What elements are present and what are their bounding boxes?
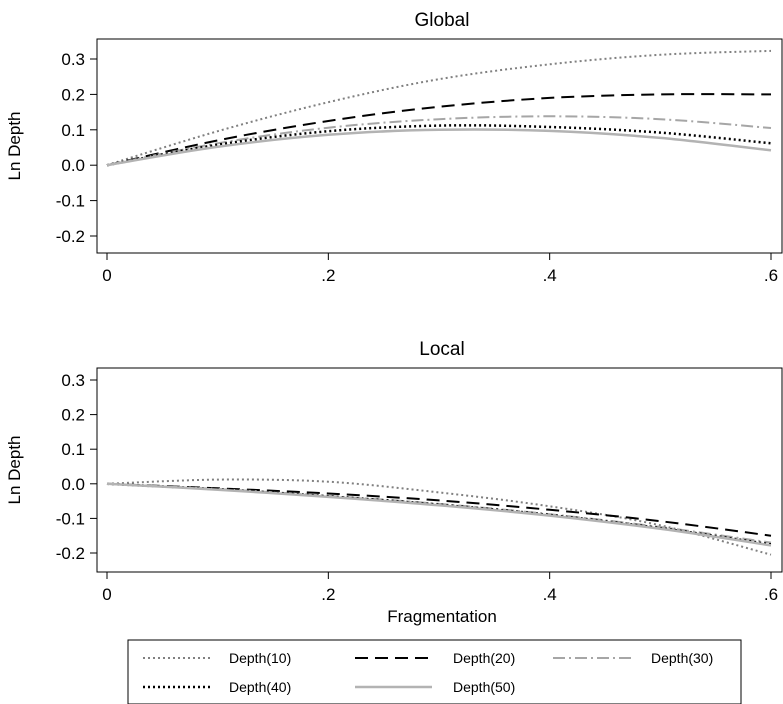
legend-label-depth20: Depth(20) xyxy=(453,650,515,666)
panel-local-title: Local xyxy=(419,339,464,360)
panel-global-series xyxy=(106,49,772,167)
panel-global-ytick-label: -0.2 xyxy=(56,227,85,246)
legend-label-depth40: Depth(40) xyxy=(229,679,291,695)
panel-global-ytick-label: -0.1 xyxy=(56,192,85,211)
legend-box xyxy=(127,639,742,704)
panel-global-ylabel: Ln Depth xyxy=(5,112,24,181)
panel-global-series-line-depth30 xyxy=(106,115,772,167)
panel-local-ytick-label: 0.1 xyxy=(61,440,85,459)
panel-local-ytick-label: 0.0 xyxy=(61,475,85,494)
legend-label-depth50: Depth(50) xyxy=(453,679,515,695)
panel-local-series-line-depth50 xyxy=(106,482,772,547)
legend-label-depth30: Depth(30) xyxy=(651,650,713,666)
panel-global-xtick-label: 0 xyxy=(102,266,111,285)
panel-local-xtick-label: .4 xyxy=(543,585,557,604)
panel-global-yticks: -0.2 -0.1 0.0 0.1 0.2 0.3 xyxy=(56,50,97,246)
panel-local-ytick-label: 0.3 xyxy=(61,371,85,390)
panel-global-ytick-label: 0.0 xyxy=(61,156,85,175)
legend-entry-depth30: Depth(30) xyxy=(553,650,713,666)
panel-local-xtick-label: .6 xyxy=(764,585,778,604)
legend-entry-depth20: Depth(20) xyxy=(355,650,515,666)
panel-global-xtick-label: .2 xyxy=(321,266,335,285)
panel-local-xticks: 0 .2 .4 .6 xyxy=(102,572,778,604)
legend: Depth(10) Depth(20) Depth(30) Depth(40) … xyxy=(127,639,742,704)
panel-local-xtick-label: 0 xyxy=(102,585,111,604)
legend-label-depth10: Depth(10) xyxy=(229,650,291,666)
panel-local-xlabel: Fragmentation xyxy=(387,607,497,626)
panel-global-title: Global xyxy=(415,10,470,31)
legend-entry-depth50: Depth(50) xyxy=(355,679,515,695)
panel-global-ytick-label: 0.3 xyxy=(61,50,85,69)
legend-entry-depth40: Depth(40) xyxy=(143,679,291,695)
panel-local-xtick-label: .2 xyxy=(321,585,335,604)
panel-local: Local Ln Depth Fragmentation -0.2 -0.1 0.0… xyxy=(5,339,783,626)
panel-global-xtick-label: .6 xyxy=(764,266,778,285)
panel-local-series xyxy=(106,478,772,556)
panel-local-ytick-label: -0.1 xyxy=(56,509,85,528)
panel-local-plot-area xyxy=(96,367,783,573)
panel-global-series-line-depth50 xyxy=(106,128,772,167)
panel-local-ytick-label: -0.2 xyxy=(56,544,85,563)
panel-global-ytick-label: 0.1 xyxy=(61,121,85,140)
panel-local-yticks: -0.2 -0.1 0.0 0.1 0.2 0.3 xyxy=(56,371,97,563)
panel-local-series-line-depth10 xyxy=(106,478,772,556)
panel-local-ytick-label: 0.2 xyxy=(61,406,85,425)
panel-local-ylabel: Ln Depth xyxy=(5,436,24,505)
panel-global-series-line-depth10 xyxy=(106,49,772,167)
legend-entry-depth10: Depth(10) xyxy=(143,650,291,666)
panel-global-ytick-label: 0.2 xyxy=(61,85,85,104)
panel-global-xticks: 0 .2 .4 .6 xyxy=(102,253,778,285)
panel-global-xtick-label: .4 xyxy=(543,266,557,285)
panel-global: Global Ln Depth -0.2-0.10.00.10.20.3 0.2… xyxy=(5,10,783,285)
panel-global-series-line-depth40 xyxy=(106,124,772,167)
